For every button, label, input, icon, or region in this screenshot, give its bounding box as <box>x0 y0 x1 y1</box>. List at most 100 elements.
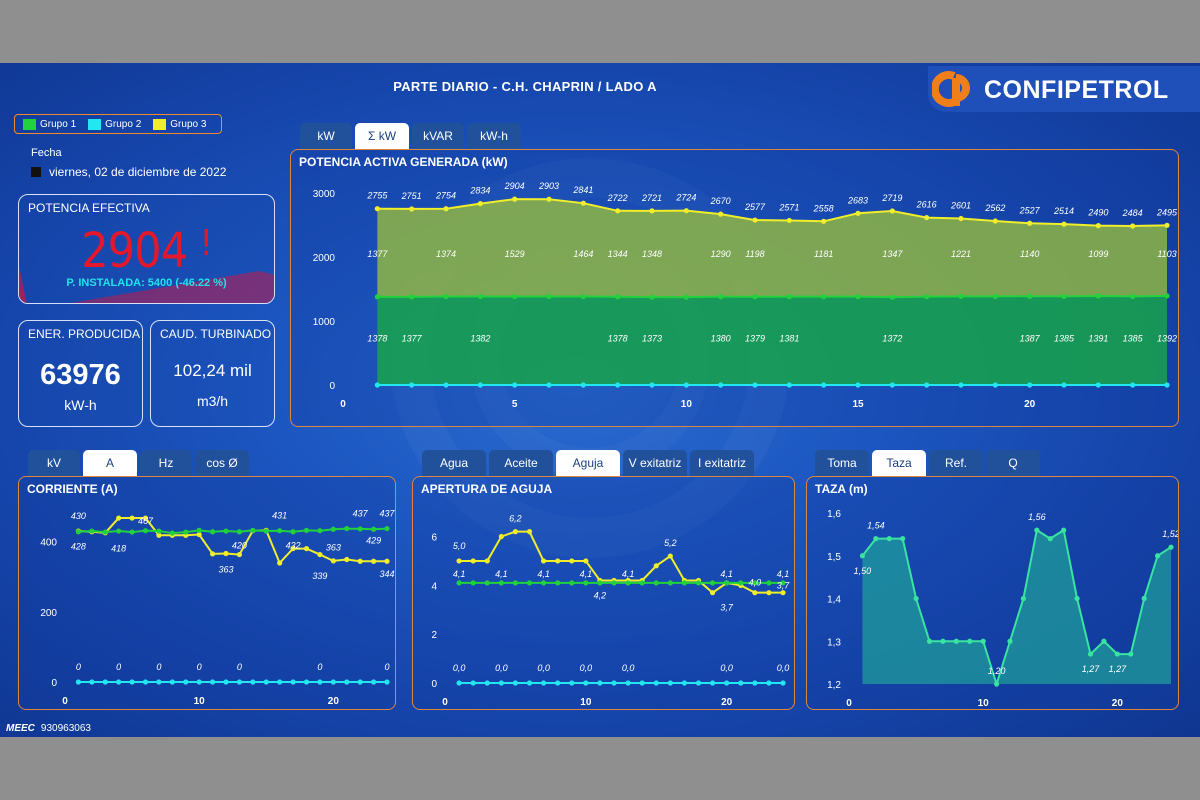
data-label: 2571 <box>778 202 799 212</box>
potencia-chart: 0 1000 2000 3000 0 5 10 15 20 2755 2751 2754 2834 290… <box>313 181 1178 410</box>
tab-v-exitatriz[interactable]: V exitatriz <box>623 450 687 476</box>
data-point-grupo-2 <box>196 679 202 685</box>
tab-taza[interactable]: Taza <box>872 450 926 476</box>
tab-hz[interactable]: Hz <box>140 450 192 476</box>
tab-cos-phi[interactable]: cos Ø <box>195 450 249 476</box>
data-point-grupo-1 <box>752 294 758 300</box>
caudal-unit: m3/h <box>196 393 229 409</box>
date-value: viernes, 02 de diciembre de 2022 <box>49 165 227 179</box>
y-tick-label: 400 <box>40 538 57 549</box>
data-point-taza <box>1034 527 1040 533</box>
data-point-grupo-2 <box>223 679 229 685</box>
tab-aceite[interactable]: Aceite <box>489 450 553 476</box>
data-label: 0,0 <box>720 663 733 673</box>
data-point-grupo-2 <box>709 680 716 686</box>
data-point-grupo-3 <box>569 558 575 564</box>
data-label: 1221 <box>951 249 971 259</box>
x-tick-label: 0 <box>442 697 448 708</box>
y-tick-label: 1000 <box>313 317 336 328</box>
data-point-grupo-1 <box>456 580 462 586</box>
data-label: 4,1 <box>580 569 593 579</box>
data-label: 2616 <box>916 200 937 210</box>
data-point-grupo-2 <box>183 679 189 685</box>
tab-kw[interactable]: kW <box>300 123 352 149</box>
legend-item-grupo-2[interactable]: Grupo 2 <box>88 118 141 130</box>
data-point-grupo-1 <box>344 525 350 532</box>
data-point-grupo-1 <box>695 580 702 586</box>
data-label: 363 <box>218 565 233 575</box>
data-point-grupo-2 <box>169 679 175 685</box>
data-point-grupo-1 <box>738 580 744 586</box>
data-point-grupo-2 <box>512 382 518 388</box>
dashboard: PARTE DIARIO - C.H. CHAPRIN / LADO A CON… <box>0 63 1200 737</box>
tab-sum-kw[interactable]: Σ kW <box>355 123 409 149</box>
legend-item-grupo-3[interactable]: Grupo 3 <box>153 118 206 130</box>
card-title: ENER. PRODUCIDA <box>28 327 141 341</box>
x-tick-label: 0 <box>340 399 346 410</box>
data-point-grupo-2 <box>992 382 998 388</box>
x-tick-label: 10 <box>978 698 990 709</box>
data-label: 1,54 <box>867 521 885 531</box>
data-label: 418 <box>111 543 126 553</box>
footer-phone: 930963063 <box>40 723 91 734</box>
tab-aguja[interactable]: Aguja <box>556 450 620 476</box>
footer: MEEC 930963063 <box>6 723 91 734</box>
data-point-grupo-3 <box>540 558 547 564</box>
data-point-grupo-1 <box>718 294 724 300</box>
data-point-grupo-3 <box>667 553 673 559</box>
energia-unit: kW-h <box>64 397 97 413</box>
data-point-grupo-1 <box>540 580 547 586</box>
chart-title: POTENCIA ACTIVA GENERADA (kW) <box>299 155 508 169</box>
date-checkbox[interactable] <box>31 167 41 177</box>
tab-ref[interactable]: Ref. <box>929 450 983 476</box>
tab-q[interactable]: Q <box>986 450 1040 476</box>
tab-i-exitatriz[interactable]: I exitatriz <box>690 450 754 476</box>
data-point-grupo-3 <box>330 558 336 564</box>
x-tick-label: 20 <box>1024 399 1036 410</box>
date-slicer[interactable]: viernes, 02 de diciembre de 2022 <box>31 165 226 179</box>
data-point-grupo-2 <box>443 382 449 388</box>
data-label: 1373 <box>642 333 662 343</box>
caudal-value: 102,24 mil <box>173 361 252 380</box>
data-label: 2558 <box>813 203 834 213</box>
corriente-chart: 0 200 400 0 10 20 430 428 418 467 420 363 431 432 363 3… <box>40 509 395 707</box>
legend-swatch <box>23 118 36 130</box>
legend-item-grupo-1[interactable]: Grupo 1 <box>23 118 76 130</box>
data-point-grupo-3 <box>370 558 377 564</box>
tab-amperes[interactable]: A <box>83 450 137 476</box>
card-title: POTENCIA EFECTIVA <box>28 201 150 215</box>
data-point-grupo-3 <box>752 217 758 223</box>
data-point-taza <box>1154 553 1161 559</box>
y-tick-label: 2 <box>431 630 437 641</box>
data-point-grupo-3 <box>889 208 895 214</box>
data-label: 344 <box>379 569 394 579</box>
data-point-grupo-1 <box>992 293 998 299</box>
tab-kvar[interactable]: kVAR <box>412 123 464 149</box>
data-label: 4,1 <box>720 569 733 579</box>
data-label: 1181 <box>814 249 833 259</box>
data-label: 1377 <box>402 333 423 343</box>
data-point-grupo-3 <box>683 208 689 214</box>
data-point-grupo-3 <box>470 558 476 564</box>
data-label: 0 <box>116 662 121 672</box>
data-point-grupo-1 <box>196 527 202 533</box>
data-point-grupo-1 <box>681 580 688 586</box>
data-point-taza <box>1168 544 1174 550</box>
series-area-grupo-3 <box>377 199 1167 298</box>
data-label: 1372 <box>882 333 902 343</box>
data-point-grupo-1 <box>484 580 490 586</box>
tab-toma[interactable]: Toma <box>815 450 869 476</box>
data-label: 428 <box>71 542 86 552</box>
data-point-grupo-3 <box>357 558 363 564</box>
tab-kwh[interactable]: kW-h <box>467 123 521 149</box>
data-point-grupo-2 <box>653 680 659 686</box>
data-label: 3,7 <box>777 581 791 591</box>
data-point-grupo-2 <box>102 679 108 685</box>
data-point-grupo-2 <box>1027 382 1033 388</box>
data-label: 2903 <box>538 181 559 191</box>
tab-agua[interactable]: Agua <box>422 450 486 476</box>
data-point-grupo-2 <box>374 382 380 388</box>
data-label: 2490 <box>1087 208 1108 218</box>
tab-kv[interactable]: kV <box>28 450 80 476</box>
data-point-grupo-3 <box>526 529 533 535</box>
